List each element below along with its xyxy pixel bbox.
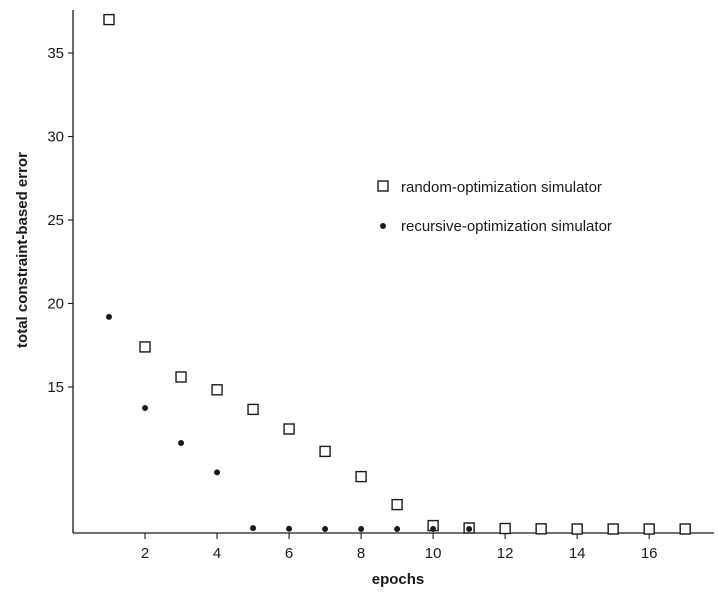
x-tick-label: 8	[357, 545, 365, 562]
data-point-random	[607, 523, 619, 535]
data-point-recursive	[466, 526, 473, 532]
series-random-markers	[103, 13, 691, 535]
y-tick-label: 35	[47, 45, 64, 62]
x-tick-label: 2	[141, 545, 149, 562]
axes	[72, 10, 714, 534]
data-point-recursive	[286, 525, 293, 532]
data-point-recursive	[322, 526, 329, 532]
legend: random-optimization simulator recursive-…	[377, 179, 612, 235]
legend-marker-recursive	[380, 223, 386, 229]
y-tick-label: 30	[47, 129, 64, 146]
data-point-recursive	[358, 526, 365, 532]
data-point-random	[391, 498, 403, 511]
data-point-random	[319, 445, 331, 458]
x-tick-label: 16	[641, 545, 658, 562]
x-tick-label: 14	[569, 545, 586, 562]
data-point-random	[211, 384, 223, 396]
x-tick-label: 10	[425, 545, 442, 562]
x-tick-label: 6	[285, 545, 293, 562]
data-point-random	[247, 403, 259, 416]
series-recursive-markers	[106, 313, 473, 532]
y-tick-label: 25	[47, 212, 64, 229]
data-point-random	[139, 341, 151, 353]
x-ticks: 2 4 6 8 10 12 14 16	[141, 533, 658, 562]
data-point-recursive	[250, 525, 257, 532]
legend-marker-random	[377, 180, 389, 192]
data-point-random	[103, 13, 115, 26]
data-point-recursive	[394, 526, 401, 532]
data-point-recursive	[178, 440, 185, 446]
data-point-random	[283, 423, 295, 435]
x-axis-title: epochs	[372, 571, 425, 588]
data-point-recursive	[106, 313, 113, 320]
y-ticks: 15 20 25 30 35	[47, 45, 73, 396]
y-axis-title: total constraint-based error	[14, 152, 31, 348]
legend-label-recursive: recursive-optimization simulator	[401, 218, 612, 235]
data-point-random	[355, 470, 367, 483]
y-tick-label: 15	[47, 379, 64, 396]
x-tick-label: 12	[497, 545, 514, 562]
y-tick-label: 20	[47, 296, 64, 313]
data-point-random	[679, 523, 691, 535]
data-point-random	[499, 522, 511, 535]
data-point-random	[643, 523, 655, 535]
data-point-recursive	[142, 405, 149, 411]
legend-label-random: random-optimization simulator	[401, 179, 602, 196]
data-point-recursive	[214, 469, 221, 476]
data-point-recursive	[430, 526, 437, 532]
x-tick-label: 4	[213, 545, 221, 562]
data-point-random	[535, 523, 547, 535]
data-point-random	[571, 523, 583, 535]
data-point-random	[175, 371, 187, 383]
